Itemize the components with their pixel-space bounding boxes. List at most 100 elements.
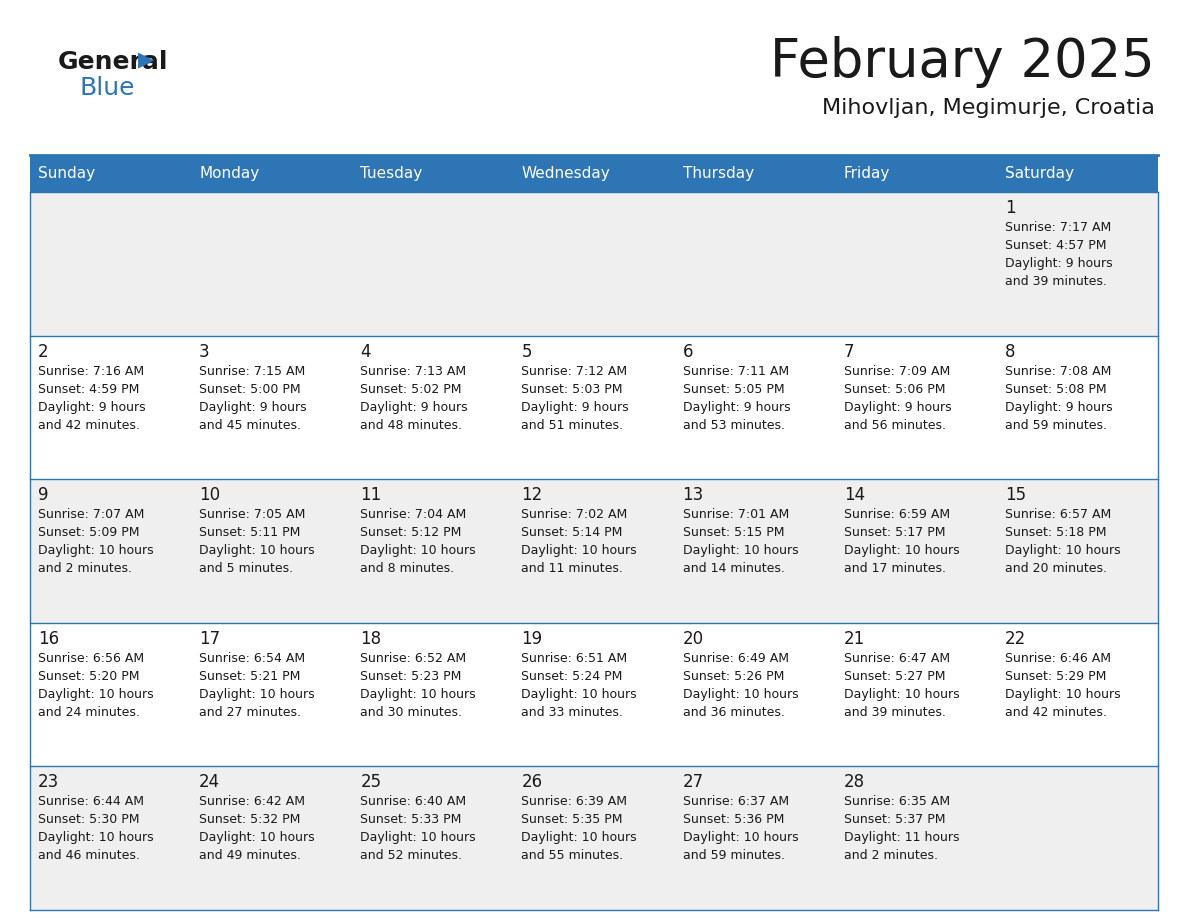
Text: and 27 minutes.: and 27 minutes. (200, 706, 301, 719)
Text: Sunset: 4:57 PM: Sunset: 4:57 PM (1005, 239, 1106, 252)
Text: and 53 minutes.: and 53 minutes. (683, 419, 784, 431)
Text: Daylight: 9 hours: Daylight: 9 hours (360, 400, 468, 414)
Text: Sunrise: 6:42 AM: Sunrise: 6:42 AM (200, 795, 305, 809)
Text: Sunrise: 7:09 AM: Sunrise: 7:09 AM (843, 364, 950, 377)
Text: 24: 24 (200, 773, 220, 791)
Text: Daylight: 9 hours: Daylight: 9 hours (1005, 400, 1112, 414)
Text: and 11 minutes.: and 11 minutes. (522, 562, 624, 576)
Text: Sunrise: 7:02 AM: Sunrise: 7:02 AM (522, 509, 627, 521)
Text: Daylight: 10 hours: Daylight: 10 hours (38, 832, 153, 845)
Text: Sunrise: 6:39 AM: Sunrise: 6:39 AM (522, 795, 627, 809)
Text: Daylight: 10 hours: Daylight: 10 hours (1005, 688, 1120, 700)
Text: 23: 23 (38, 773, 59, 791)
Bar (30, 155, 1158, 192)
Text: 22: 22 (1005, 630, 1026, 648)
Text: February 2025: February 2025 (770, 36, 1155, 88)
Text: 17: 17 (200, 630, 220, 648)
Text: Daylight: 10 hours: Daylight: 10 hours (522, 688, 637, 700)
Text: and 46 minutes.: and 46 minutes. (38, 849, 140, 862)
Text: Sunrise: 6:56 AM: Sunrise: 6:56 AM (38, 652, 144, 665)
Text: and 59 minutes.: and 59 minutes. (683, 849, 784, 862)
Text: 9: 9 (38, 487, 49, 504)
Text: Sunset: 5:24 PM: Sunset: 5:24 PM (522, 670, 623, 683)
Text: Daylight: 10 hours: Daylight: 10 hours (360, 688, 476, 700)
Text: 19: 19 (522, 630, 543, 648)
Text: and 42 minutes.: and 42 minutes. (1005, 706, 1107, 719)
Text: Sunset: 5:05 PM: Sunset: 5:05 PM (683, 383, 784, 396)
Text: 7: 7 (843, 342, 854, 361)
Text: Thursday: Thursday (683, 166, 753, 181)
Text: 18: 18 (360, 630, 381, 648)
Text: Monday: Monday (200, 166, 259, 181)
Text: Sunrise: 6:54 AM: Sunrise: 6:54 AM (200, 652, 305, 665)
Text: and 8 minutes.: and 8 minutes. (360, 562, 455, 576)
Text: Sunset: 5:32 PM: Sunset: 5:32 PM (200, 813, 301, 826)
Bar (30, 767, 1158, 910)
Text: and 39 minutes.: and 39 minutes. (1005, 275, 1107, 288)
Text: Sunset: 5:09 PM: Sunset: 5:09 PM (38, 526, 139, 539)
Text: and 42 minutes.: and 42 minutes. (38, 419, 140, 431)
Bar (30, 479, 1158, 622)
Text: Sunset: 5:29 PM: Sunset: 5:29 PM (1005, 670, 1106, 683)
Bar (30, 622, 1158, 767)
Text: Sunset: 5:18 PM: Sunset: 5:18 PM (1005, 526, 1106, 539)
Text: Sunrise: 6:49 AM: Sunrise: 6:49 AM (683, 652, 789, 665)
Text: Wednesday: Wednesday (522, 166, 611, 181)
Text: Sunset: 5:23 PM: Sunset: 5:23 PM (360, 670, 462, 683)
Text: Daylight: 10 hours: Daylight: 10 hours (683, 544, 798, 557)
Text: Sunrise: 6:51 AM: Sunrise: 6:51 AM (522, 652, 627, 665)
Text: Sunrise: 7:13 AM: Sunrise: 7:13 AM (360, 364, 467, 377)
Text: and 36 minutes.: and 36 minutes. (683, 706, 784, 719)
Text: 4: 4 (360, 342, 371, 361)
Text: Sunset: 5:00 PM: Sunset: 5:00 PM (200, 383, 301, 396)
Text: Sunrise: 7:08 AM: Sunrise: 7:08 AM (1005, 364, 1111, 377)
Text: 6: 6 (683, 342, 693, 361)
Text: Sunrise: 6:44 AM: Sunrise: 6:44 AM (38, 795, 144, 809)
Text: Daylight: 10 hours: Daylight: 10 hours (522, 544, 637, 557)
Text: ▶: ▶ (138, 50, 154, 70)
Text: Sunrise: 6:40 AM: Sunrise: 6:40 AM (360, 795, 467, 809)
Text: Sunset: 5:26 PM: Sunset: 5:26 PM (683, 670, 784, 683)
Text: Sunrise: 6:35 AM: Sunrise: 6:35 AM (843, 795, 950, 809)
Text: Daylight: 9 hours: Daylight: 9 hours (683, 400, 790, 414)
Text: Sunrise: 6:52 AM: Sunrise: 6:52 AM (360, 652, 467, 665)
Text: 25: 25 (360, 773, 381, 791)
Text: Daylight: 10 hours: Daylight: 10 hours (843, 544, 960, 557)
Text: 2: 2 (38, 342, 49, 361)
Text: Sunrise: 6:59 AM: Sunrise: 6:59 AM (843, 509, 950, 521)
Text: 14: 14 (843, 487, 865, 504)
Text: and 51 minutes.: and 51 minutes. (522, 419, 624, 431)
Text: Sunrise: 6:47 AM: Sunrise: 6:47 AM (843, 652, 950, 665)
Text: Daylight: 10 hours: Daylight: 10 hours (38, 688, 153, 700)
Text: Daylight: 9 hours: Daylight: 9 hours (843, 400, 952, 414)
Text: Blue: Blue (80, 76, 135, 100)
Text: and 56 minutes.: and 56 minutes. (843, 419, 946, 431)
Text: Sunset: 5:15 PM: Sunset: 5:15 PM (683, 526, 784, 539)
Text: Sunset: 5:03 PM: Sunset: 5:03 PM (522, 383, 623, 396)
Text: and 55 minutes.: and 55 minutes. (522, 849, 624, 862)
Text: Daylight: 10 hours: Daylight: 10 hours (360, 544, 476, 557)
Text: 11: 11 (360, 487, 381, 504)
Text: Daylight: 10 hours: Daylight: 10 hours (200, 544, 315, 557)
Text: and 17 minutes.: and 17 minutes. (843, 562, 946, 576)
Text: 3: 3 (200, 342, 210, 361)
Text: Sunset: 5:37 PM: Sunset: 5:37 PM (843, 813, 946, 826)
Text: Sunrise: 6:37 AM: Sunrise: 6:37 AM (683, 795, 789, 809)
Text: Daylight: 10 hours: Daylight: 10 hours (683, 688, 798, 700)
Text: and 59 minutes.: and 59 minutes. (1005, 419, 1107, 431)
Text: Sunrise: 6:57 AM: Sunrise: 6:57 AM (1005, 509, 1111, 521)
Text: Daylight: 10 hours: Daylight: 10 hours (200, 832, 315, 845)
Text: Daylight: 9 hours: Daylight: 9 hours (200, 400, 307, 414)
Text: Daylight: 9 hours: Daylight: 9 hours (38, 400, 146, 414)
Text: Daylight: 10 hours: Daylight: 10 hours (360, 832, 476, 845)
Text: Sunrise: 7:07 AM: Sunrise: 7:07 AM (38, 509, 145, 521)
Text: 8: 8 (1005, 342, 1016, 361)
Text: and 39 minutes.: and 39 minutes. (843, 706, 946, 719)
Text: Sunset: 5:17 PM: Sunset: 5:17 PM (843, 526, 946, 539)
Text: Sunrise: 7:12 AM: Sunrise: 7:12 AM (522, 364, 627, 377)
Text: and 2 minutes.: and 2 minutes. (38, 562, 132, 576)
Text: 5: 5 (522, 342, 532, 361)
Text: Saturday: Saturday (1005, 166, 1074, 181)
Text: 26: 26 (522, 773, 543, 791)
Text: Sunset: 5:27 PM: Sunset: 5:27 PM (843, 670, 946, 683)
